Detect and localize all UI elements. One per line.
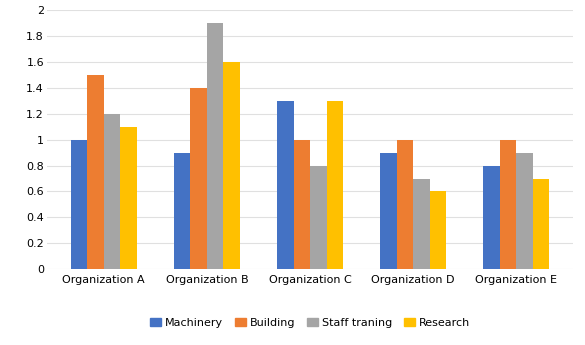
Bar	[71, 140, 87, 269]
Bar	[533, 179, 549, 269]
Bar	[380, 152, 397, 269]
Bar	[277, 101, 294, 269]
Bar	[326, 101, 343, 269]
Bar	[413, 179, 430, 269]
Legend: Machinery, Building, Staff traning, Research: Machinery, Building, Staff traning, Rese…	[145, 314, 475, 333]
Bar	[190, 88, 207, 269]
Bar	[294, 140, 310, 269]
Bar	[310, 166, 326, 269]
Bar	[104, 114, 121, 269]
Bar	[500, 140, 517, 269]
Bar	[174, 152, 190, 269]
Bar	[517, 152, 533, 269]
Bar	[121, 127, 137, 269]
Bar	[397, 140, 413, 269]
Bar	[87, 75, 104, 269]
Bar	[207, 23, 223, 269]
Bar	[483, 166, 500, 269]
Bar	[223, 62, 240, 269]
Bar	[430, 191, 446, 269]
